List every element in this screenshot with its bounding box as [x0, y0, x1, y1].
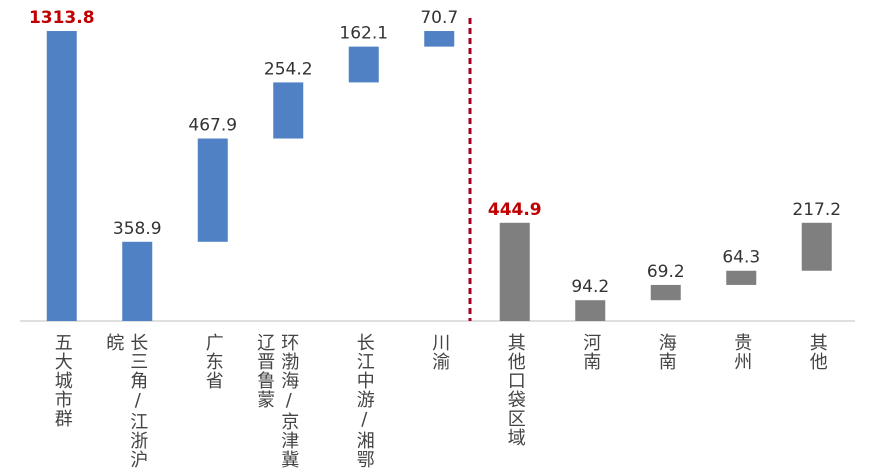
category-label: 广东省 — [202, 333, 224, 390]
value-label: 467.9 — [188, 116, 237, 136]
bar — [424, 31, 455, 47]
value-label: 64.3 — [722, 248, 760, 268]
bar — [726, 270, 757, 285]
value-label: 94.2 — [571, 277, 609, 297]
category-label: 其他 — [806, 333, 828, 371]
category-label: 长江中游/湘鄂 — [353, 333, 375, 469]
bar — [197, 138, 228, 242]
category-label: 海南 — [655, 333, 677, 371]
value-label: 358.9 — [113, 219, 162, 239]
bar — [650, 284, 681, 301]
value-label: 1313.8 — [29, 8, 95, 28]
value-label: 162.1 — [339, 24, 388, 44]
category-label: 其他口袋区域 — [504, 333, 526, 447]
bar — [348, 46, 379, 83]
value-label: 217.2 — [792, 200, 841, 220]
category-label: 长三角/江浙沪皖 — [103, 333, 149, 469]
bar — [575, 300, 606, 321]
value-label: 254.2 — [264, 59, 313, 79]
category-label: 环渤海/京津冀辽晋鲁蒙 — [254, 333, 300, 469]
category-label: 川渝 — [429, 333, 451, 371]
category-label: 贵州 — [731, 333, 753, 371]
value-label: 70.7 — [420, 8, 458, 28]
category-label: 五大城市群 — [51, 333, 73, 428]
value-label: 444.9 — [488, 200, 542, 220]
bar — [499, 222, 530, 321]
category-label: 河南 — [580, 333, 602, 371]
bar — [46, 31, 77, 321]
bar — [122, 241, 153, 321]
value-label: 69.2 — [647, 262, 685, 282]
bar — [273, 82, 304, 139]
bar — [801, 222, 832, 271]
